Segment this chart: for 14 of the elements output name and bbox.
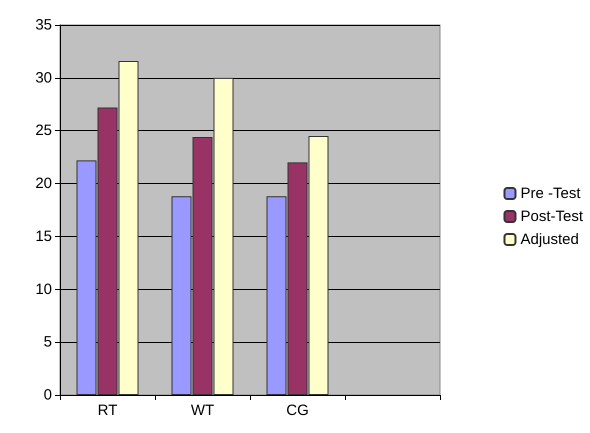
legend-label: Adjusted xyxy=(520,231,579,248)
y-tick-label: 5 xyxy=(44,334,52,351)
y-tick-label: 25 xyxy=(35,122,52,140)
y-tick-label: 10 xyxy=(35,280,52,298)
legend-label: Pre -Test xyxy=(520,185,582,202)
y-tick-label: 30 xyxy=(35,69,52,86)
y-tick-label: 35 xyxy=(35,16,52,34)
x-tick-label: RT xyxy=(98,402,118,419)
x-tick-label: CG xyxy=(286,402,309,419)
y-tick-label: 20 xyxy=(35,175,52,192)
x-tick-label: WT xyxy=(190,402,214,419)
legend-label: Post-Test xyxy=(520,208,584,225)
y-tick-label: 0 xyxy=(44,386,52,404)
y-tick-label: 15 xyxy=(35,228,52,245)
